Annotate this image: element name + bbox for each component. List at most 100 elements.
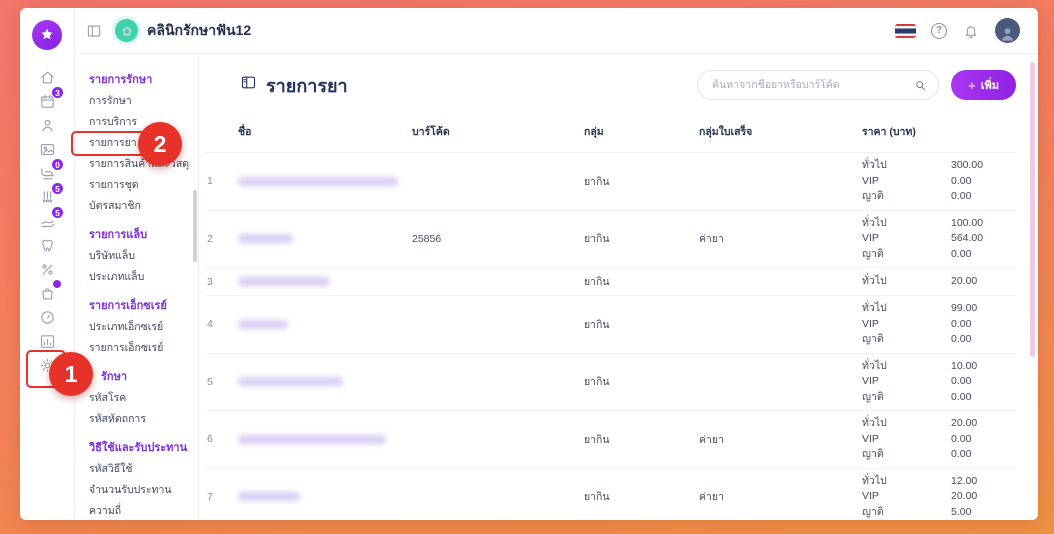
- cell-receipt-group: ค่ายา: [699, 433, 724, 446]
- star-icon: [41, 28, 53, 40]
- rail-item-services[interactable]: 5: [37, 206, 64, 231]
- sidebar-item-treatment-list-1[interactable]: การบริการ: [89, 116, 138, 128]
- price-tier: VIP: [862, 432, 879, 445]
- rail-item-discounts[interactable]: [37, 259, 57, 279]
- add-button[interactable]: + เพิ่ม: [951, 70, 1016, 100]
- row-number: 7: [207, 490, 213, 503]
- table-row[interactable]: 1 ยากิน ทั่วไป 300.00 VIP 0.00 ญาติ 0.00: [204, 153, 1016, 211]
- redaction-blur: [238, 234, 293, 244]
- table-row[interactable]: 2 25856 ยากิน ค่ายา ทั่วไป 100.00 VIP 564.00 ญาต…: [204, 211, 1016, 268]
- price-line: VIP 0.00: [862, 374, 1016, 390]
- price-tier: ทั่วไป: [862, 474, 887, 487]
- price-tier: VIP: [862, 375, 879, 387]
- price-line: ทั่วไป 20.00: [862, 274, 1016, 290]
- sidebar-item-usage-0[interactable]: รหัสวิธีใช้: [89, 463, 133, 475]
- cell-group: ยากิน: [584, 491, 610, 504]
- table-row[interactable]: 6 ยากิน ค่ายา ทั่วไป 20.00 VIP 0.00 ญาติ 0.00: [204, 411, 1016, 469]
- price-line: ทั่วไป 99.00: [862, 301, 1016, 317]
- rail-item-xray-images[interactable]: [37, 139, 57, 159]
- notification-badge: 5: [51, 182, 64, 195]
- price-amount: 0.00: [951, 190, 972, 202]
- rail-item-home[interactable]: [37, 67, 57, 87]
- app-body: รายการรักษา การรักษา การบริการ รายการยา รายก…: [75, 54, 1038, 520]
- cell-prices: ทั่วไป 100.00 VIP 564.00 ญาติ 0.00: [862, 216, 1016, 263]
- bell-icon[interactable]: [962, 22, 980, 40]
- rail-item-dental-chair[interactable]: 0: [37, 158, 64, 183]
- rail-item-inventory[interactable]: [37, 279, 62, 303]
- cell-prices: ทั่วไป 10.00 VIP 0.00 ญาติ 0.00: [862, 359, 1016, 406]
- search-input[interactable]: [712, 79, 915, 91]
- price-line: ทั่วไป 300.00: [862, 158, 1016, 174]
- rail-item-time[interactable]: [37, 307, 57, 327]
- price-amount: 300.00: [951, 159, 984, 171]
- clinic-title: คลินิกรักษาฟัน12: [147, 21, 252, 38]
- sidebar-item-xray-list-0[interactable]: ประเภทเอ็กซเรย์: [89, 321, 164, 333]
- rail-item-tooth[interactable]: [37, 235, 57, 255]
- price-line: ญาติ 0.00: [862, 390, 1016, 406]
- sidebar-item-treatment-list-5[interactable]: บัตรสมาชิก: [89, 200, 141, 212]
- chart-icon: [40, 334, 54, 348]
- medication-name-redacted[interactable]: [238, 377, 412, 387]
- thai-flag-icon[interactable]: [895, 23, 916, 38]
- table-row[interactable]: 7 ยากิน ค่ายา ทั่วไป 12.00 VIP 20.00 ญาติ 5.00: [204, 469, 1016, 521]
- home-badge-icon[interactable]: [115, 19, 138, 42]
- price-line: ญาติ 0.00: [862, 447, 1016, 463]
- price-amount: 99.00: [951, 302, 978, 314]
- cell-group: ยากิน: [584, 233, 610, 246]
- medication-name-redacted[interactable]: [238, 492, 412, 502]
- table-row[interactable]: 3 ยากิน ทั่วไป 20.00: [204, 268, 1016, 296]
- medication-name-redacted[interactable]: [238, 234, 412, 244]
- sidebar-item-treatment-list-0[interactable]: การรักษา: [89, 95, 132, 107]
- sidebar-item-lab-list-0[interactable]: บริษัทแล็บ: [89, 250, 136, 262]
- rail-item-instruments[interactable]: 5: [37, 182, 64, 207]
- redaction-blur: [238, 319, 288, 329]
- sidebar-item-treatment-codes-0[interactable]: รหัสโรค: [89, 392, 127, 404]
- price-tier: ทั่วไป: [862, 417, 887, 429]
- row-number: 4: [207, 318, 213, 331]
- notification-badge: 3: [51, 86, 64, 99]
- cell-group: ยากิน: [584, 433, 610, 446]
- price-amount: 0.00: [951, 333, 972, 345]
- medication-name-redacted[interactable]: [238, 434, 412, 444]
- cell-group: ยากิน: [584, 376, 610, 389]
- help-icon[interactable]: ?: [931, 22, 947, 39]
- col-barcode: บาร์โค้ด: [412, 126, 450, 138]
- sidebar-item-lab-list-1[interactable]: ประเภทแล็บ: [89, 271, 145, 283]
- notification-badge: 5: [51, 206, 64, 219]
- avatar[interactable]: [995, 18, 1020, 43]
- sidebar-section-treatment-codes: รักษา: [101, 371, 127, 383]
- price-amount: 0.00: [951, 432, 972, 445]
- price-amount: 0.00: [951, 448, 972, 460]
- annotation-step-2: 2: [138, 122, 182, 166]
- cell-group: ยากิน: [584, 318, 610, 331]
- cell-prices: ทั่วไป 12.00 VIP 20.00 ญาติ 5.00: [862, 474, 1016, 521]
- sidebar-item-treatment-list-4[interactable]: รายการชุด: [89, 179, 139, 191]
- table-row[interactable]: 4 ยากิน ทั่วไป 99.00 VIP 0.00 ญาติ 0.00: [204, 296, 1016, 354]
- sidebar-scrollbar[interactable]: [193, 190, 197, 262]
- sidebar-item-treatment-list-2[interactable]: รายการยา: [89, 137, 137, 149]
- content-scrollbar[interactable]: [1030, 62, 1035, 357]
- app-logo[interactable]: [32, 20, 62, 50]
- main-content: รายการยา + เพิ่ม: [199, 54, 1038, 520]
- rail-item-reports[interactable]: [37, 331, 57, 351]
- medication-name-redacted[interactable]: [238, 277, 412, 286]
- table-row[interactable]: 5 ยากิน ทั่วไป 10.00 VIP 0.00 ญาติ 0.00: [204, 354, 1016, 411]
- sidebar-section-xray-list: รายการเอ็กซเรย์: [89, 300, 167, 312]
- rail-item-appointments[interactable]: 3: [37, 86, 64, 111]
- sidebar-item-usage-2[interactable]: ความถี่: [89, 505, 122, 517]
- rail-item-patients[interactable]: [37, 115, 57, 135]
- price-line: ทั่วไป 100.00: [862, 216, 1016, 232]
- medication-name-redacted[interactable]: [238, 319, 412, 329]
- panel-toggle-icon[interactable]: [85, 22, 103, 40]
- sidebar-item-treatment-codes-1[interactable]: รหัสหัตถการ: [89, 413, 146, 425]
- sidebar-item-usage-1[interactable]: จำนวนรับประทาน: [89, 484, 172, 496]
- sidebar-item-xray-list-1[interactable]: รายการเอ็กซเรย์: [89, 342, 164, 354]
- redaction-blur: [238, 176, 398, 186]
- price-line: ทั่วไป 10.00: [862, 359, 1016, 375]
- search-icon[interactable]: [914, 79, 927, 92]
- notification-badge: 0: [51, 158, 64, 171]
- medication-name-redacted[interactable]: [238, 176, 412, 186]
- redaction-blur: [238, 277, 330, 286]
- topbar: คลินิกรักษาฟัน12 ?: [75, 8, 1038, 54]
- price-tier: VIP: [862, 490, 879, 502]
